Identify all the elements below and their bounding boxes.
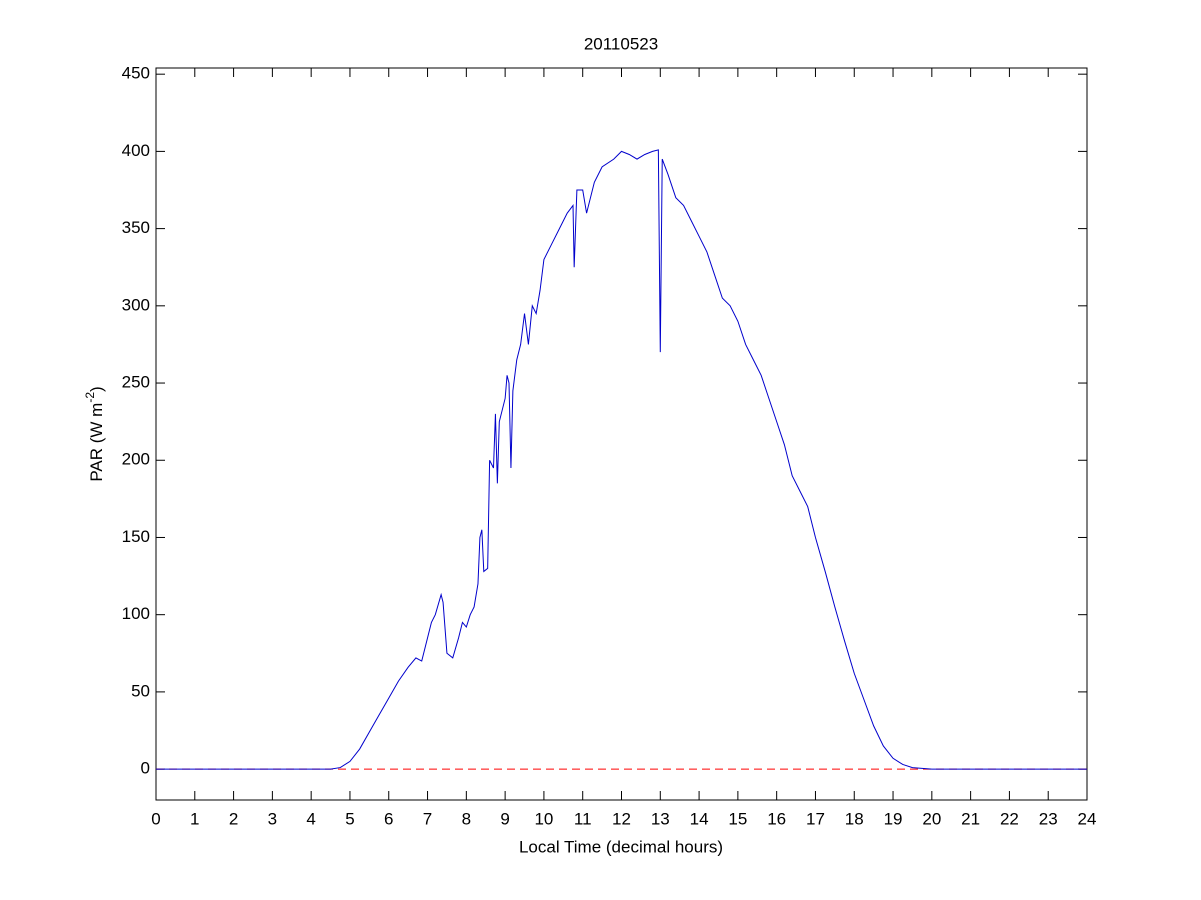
x-tick-label: 12 [612,809,631,828]
x-tick-label: 14 [690,809,709,828]
x-tick-label: 8 [462,809,471,828]
y-axis-label-sup: -2 [83,392,97,403]
x-axis-label: Local Time (decimal hours) [519,837,723,856]
chart-title: 20110523 [584,34,658,53]
x-tick-label: 9 [500,809,509,828]
x-tick-label: 19 [884,809,903,828]
x-tick-label: 10 [534,809,553,828]
x-tick-label: 18 [845,809,864,828]
y-axis-label: PAR (W m-2) [83,386,106,481]
y-tick-label: 200 [122,450,150,469]
y-tick-label: 300 [122,295,150,314]
axes-box [155,67,1088,801]
y-tick-label: 50 [131,681,150,700]
x-tick-label: 22 [1000,809,1019,828]
x-tick-label: 2 [229,809,238,828]
y-tick-label: 450 [122,64,150,83]
x-tick-label: 23 [1039,809,1058,828]
x-tick-label: 21 [961,809,980,828]
x-tick-label: 17 [806,809,825,828]
y-tick-label: 400 [122,141,150,160]
x-tick-label: 6 [384,809,393,828]
y-axis-label-main: PAR (W m [87,403,106,482]
y-tick-label: 100 [122,604,150,623]
x-tick-label: 5 [345,809,354,828]
x-tick-label: 16 [767,809,786,828]
x-tick-label: 4 [306,809,315,828]
y-tick-label: 0 [141,759,150,778]
x-tick-label: 11 [574,809,592,828]
y-axis-label-end: ) [87,386,106,392]
x-tick-label: 1 [190,809,199,828]
x-tick-label: 24 [1078,809,1097,828]
x-tick-label: 0 [151,809,160,828]
data-line [156,149,1087,770]
x-tick-label: 20 [922,809,941,828]
y-tick-label: 250 [122,373,150,392]
y-tick-label: 350 [122,218,150,237]
x-tick-label: 13 [651,809,670,828]
y-tick-label: 150 [122,527,150,546]
x-tick-label: 3 [268,809,277,828]
x-tick-label: 7 [423,809,432,828]
x-tick-label: 15 [728,809,747,828]
